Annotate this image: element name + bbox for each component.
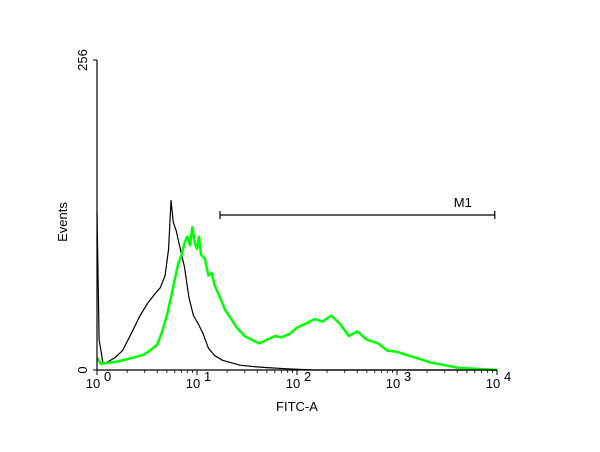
series-line-1 [96, 199, 497, 371]
x-tick-label-3: 10 [386, 376, 400, 391]
x-tick-exp-0: 0 [104, 369, 111, 384]
y-tick-label-0: 0 [75, 366, 90, 373]
plot-series [95, 199, 498, 372]
x-tick-label-1: 10 [186, 376, 200, 391]
x-tick-exp-4: 4 [504, 369, 511, 384]
x-axis-label: FITC-A [276, 399, 318, 414]
x-tick-exp-2: 2 [304, 369, 311, 384]
x-tick-exp-1: 1 [204, 369, 211, 384]
y-axis-label: Events [55, 202, 70, 242]
y-tick-label-1: 256 [75, 49, 90, 71]
x-tick-label-0: 10 [86, 376, 100, 391]
axes: 10 0 10 1 10 2 10 3 10 4 0 256 [75, 49, 511, 391]
marker-m1: M1 [219, 195, 496, 219]
x-tick-label-2: 10 [286, 376, 300, 391]
marker-label: M1 [454, 195, 472, 210]
x-tick-label-4: 10 [486, 376, 500, 391]
series-line-2 [95, 225, 498, 372]
x-tick-exp-3: 3 [404, 369, 411, 384]
